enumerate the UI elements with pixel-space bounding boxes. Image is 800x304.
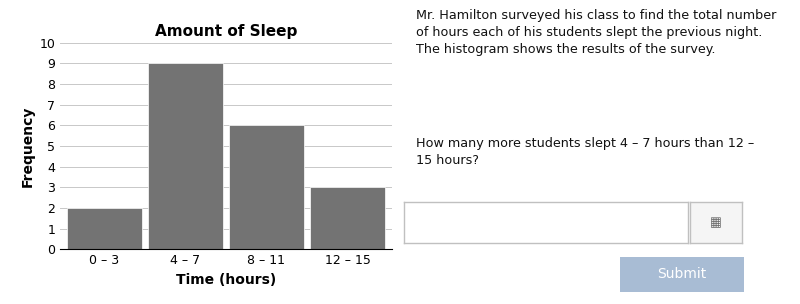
Bar [230, 125, 304, 249]
Text: Mr. Hamilton surveyed his class to find the total number
of hours each of his st: Mr. Hamilton surveyed his class to find … [416, 9, 776, 56]
Text: ▦: ▦ [710, 216, 722, 229]
Y-axis label: Frequency: Frequency [21, 105, 35, 187]
Title: Amount of Sleep: Amount of Sleep [155, 24, 297, 39]
Bar [148, 63, 222, 249]
X-axis label: Time (hours): Time (hours) [176, 273, 276, 287]
Bar [310, 187, 385, 249]
Bar [67, 208, 142, 249]
Text: How many more students slept 4 – 7 hours than 12 –
15 hours?: How many more students slept 4 – 7 hours… [416, 137, 754, 167]
Text: Submit: Submit [658, 267, 706, 282]
